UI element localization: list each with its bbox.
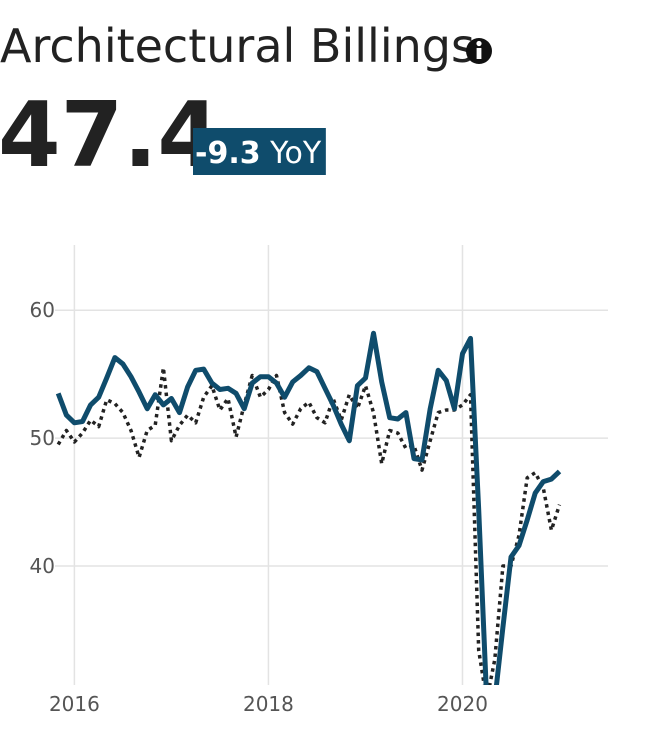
headline-value: 47.4 [0,83,220,188]
info-icon[interactable] [466,38,492,64]
plot [55,330,562,685]
y-tick-label: 50 [30,426,55,450]
title: Architectural Billings [0,19,475,73]
badge [193,128,326,175]
x-tick-label: 2018 [243,692,294,716]
y-tick-label: 40 [30,554,55,578]
grid [55,245,608,685]
line-series [55,330,562,685]
change: -9.3 [195,136,261,171]
y-tick-label: 60 [30,298,55,322]
x-tick-label: 2016 [49,692,100,716]
line-series [56,366,562,685]
x-tick-label: 2020 [437,692,488,716]
change-unit: YoY [269,136,322,171]
badge-text: -9.3 YoY [195,136,322,171]
